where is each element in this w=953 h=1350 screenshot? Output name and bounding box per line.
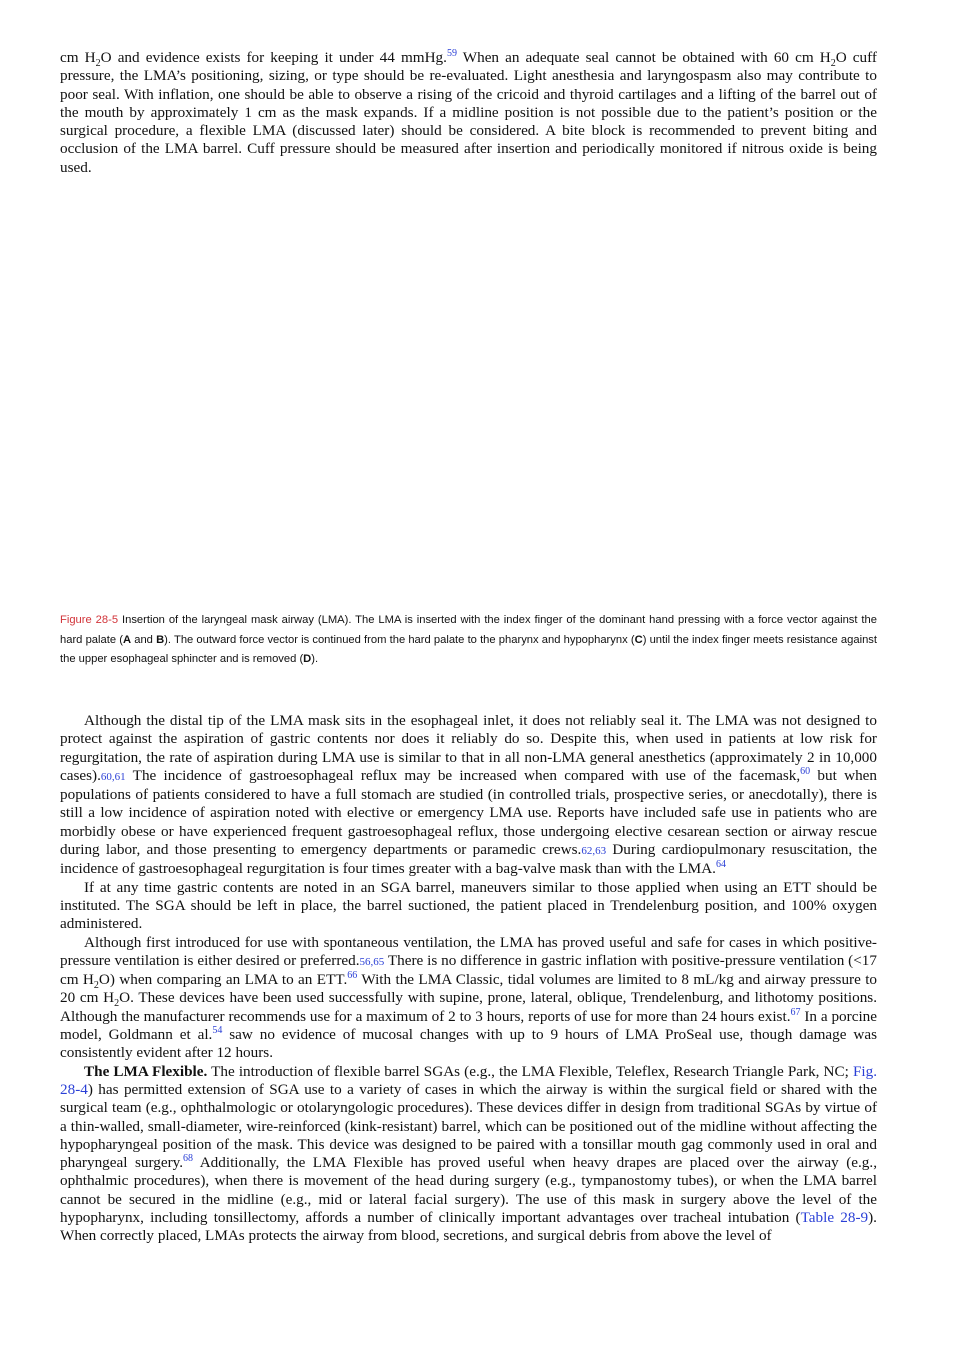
panel-letter: A [122, 633, 132, 646]
citation[interactable]: 60,61 [100, 770, 126, 783]
figure-link[interactable]: Fig. 28-4 [60, 1062, 878, 1098]
text: ). [311, 653, 319, 665]
text: There is no difference in gastric inflat… [60, 951, 877, 989]
figure-caption: Figure 28-5 Insertion of the laryngeal m… [60, 611, 877, 670]
text: Although first introduced for use with s… [60, 933, 877, 969]
text: If at any time gastric contents are note… [60, 878, 877, 933]
paragraph: If at any time gastric contents are note… [60, 879, 877, 934]
paragraph: Although first introduced for use with s… [60, 934, 877, 1063]
text: O. These devices have been used successf… [60, 989, 878, 1025]
figure-label: Figure 28-5 [60, 614, 119, 626]
text: With the LMA Classic, tidal volumes are … [60, 971, 878, 1007]
text: During cardiopulmonary resuscitation, th… [60, 841, 877, 878]
panel-letter: B [156, 633, 165, 646]
run-in-heading: The LMA Flexible. [84, 1062, 208, 1080]
text: but when populations of patients conside… [60, 766, 877, 859]
citation[interactable]: 54 [212, 1024, 223, 1036]
text: Insertion of the laryngeal mask airway (… [60, 614, 877, 646]
text: saw no evidence of mucosal changes with … [60, 1026, 877, 1062]
text: O) when comparing an LMA to an ETT. [98, 971, 348, 989]
paragraph: cm H2O and evidence exists for keeping i… [60, 47, 877, 177]
text: ). When correctly placed, LMAs protects … [60, 1209, 877, 1245]
text: The introduction of flexible barrel SGAs… [207, 1062, 853, 1080]
citation[interactable]: 60 [800, 765, 811, 777]
text: and [131, 633, 157, 646]
text: ) has permitted extension of SGA use to … [60, 1080, 877, 1172]
citation[interactable]: 62,63 [581, 845, 607, 858]
body-text: Although the distal tip of the LMA mask … [60, 712, 877, 1246]
citation[interactable]: 56,65 [359, 955, 385, 968]
citation[interactable]: 67 [790, 1006, 801, 1018]
text: ) until the index finger meets resistanc… [60, 633, 877, 666]
citation[interactable]: 64 [715, 859, 726, 871]
subscript: 2 [114, 998, 120, 1010]
text: O and evidence exists for keeping it und… [100, 49, 447, 66]
paragraph: Although the distal tip of the LMA mask … [60, 712, 877, 879]
text: ). The outward force vector is continued… [164, 633, 635, 646]
subscript: 2 [95, 58, 101, 70]
panel-letter: D [303, 653, 312, 665]
subscript: 2 [830, 58, 836, 70]
paragraph: The LMA Flexible. The introduction of fl… [60, 1063, 877, 1246]
panel-letter: C [634, 633, 643, 646]
text: The incidence of gastroesophageal reflux… [125, 766, 801, 784]
text: O cuff pressure, the LMA’s positioning, … [60, 49, 877, 176]
text: Additionally, the LMA Flexible has prove… [60, 1154, 877, 1227]
text: When an adequate seal cannot be obtained… [456, 49, 831, 66]
text: In a porcine model, Goldmann et al. [60, 1007, 878, 1044]
citation[interactable]: 68 [183, 1153, 194, 1165]
table-link[interactable]: Table 28-9 [800, 1209, 869, 1227]
text: cm H [60, 49, 96, 66]
subscript: 2 [93, 980, 99, 992]
citation[interactable]: 66 [347, 970, 358, 982]
text: Although the distal tip of the LMA mask … [60, 712, 877, 784]
citation[interactable]: 59 [446, 47, 457, 59]
